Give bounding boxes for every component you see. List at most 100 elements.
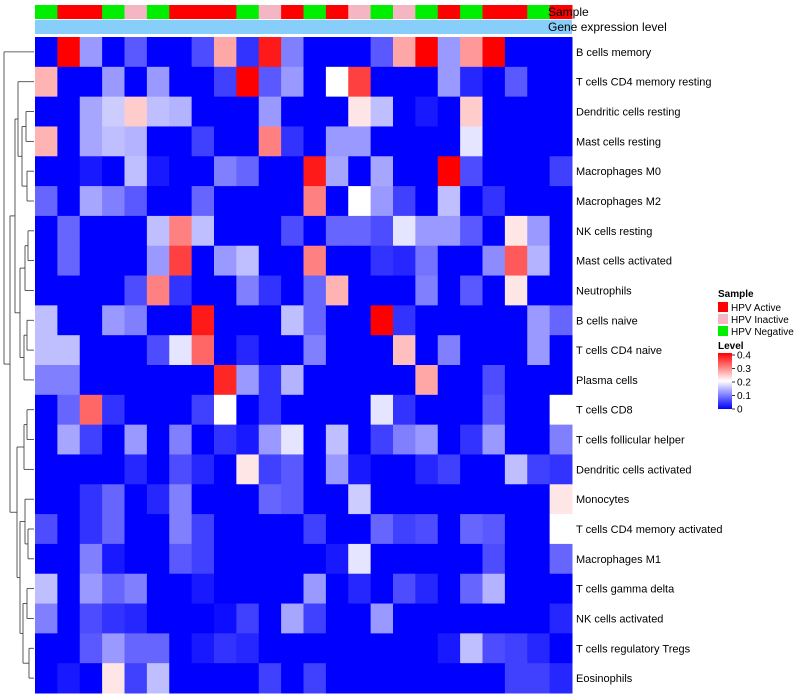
heatmap-cell	[35, 543, 58, 575]
heatmap-cell	[482, 275, 506, 306]
heatmap-cell	[146, 454, 170, 485]
heatmap-cell	[549, 484, 573, 515]
heatmap-cell	[303, 335, 327, 366]
heatmap-cell	[460, 275, 483, 306]
heatmap-cell	[169, 186, 193, 217]
heatmap-cell	[146, 156, 170, 187]
sample-annotation-cell	[191, 5, 215, 19]
heatmap-cell	[393, 484, 416, 515]
heatmap-cell	[504, 394, 528, 426]
heatmap-cell	[258, 215, 282, 247]
heatmap-cell	[102, 156, 125, 187]
heatmap-cell	[393, 573, 416, 605]
heatmap-cell	[348, 126, 372, 157]
heatmap-cell	[102, 663, 125, 694]
heatmap-cell	[79, 215, 103, 247]
heatmap-cell	[527, 365, 551, 396]
heatmap-cell	[527, 305, 551, 336]
row-label: Mast cells resting	[576, 136, 661, 148]
heatmap-cell	[191, 484, 215, 515]
row-label: T cells CD4 memory resting	[576, 77, 712, 89]
heatmap-cell	[79, 335, 103, 366]
heatmap-cell	[258, 543, 282, 575]
heatmap-cell	[124, 335, 148, 366]
heatmap-cell	[527, 156, 551, 187]
heatmap-cell	[437, 335, 461, 366]
heatmap-cell	[504, 454, 528, 485]
heatmap-cell	[437, 603, 461, 634]
heatmap-cell	[102, 66, 125, 98]
heatmap-cell	[460, 245, 483, 277]
heatmap-cell	[415, 126, 439, 157]
heatmap-cell	[57, 335, 81, 366]
heatmap-cell	[57, 603, 81, 634]
heatmap-cell	[236, 484, 260, 515]
heatmap-cell	[214, 37, 237, 68]
heatmap-cell	[504, 96, 528, 127]
heatmap-cell	[79, 305, 103, 336]
heatmap-cell	[124, 215, 148, 247]
heatmap-cell	[393, 186, 416, 217]
heatmap-cell	[348, 96, 372, 127]
heatmap-cell	[214, 305, 237, 336]
heatmap-cell	[169, 365, 193, 396]
heatmap-cell	[57, 633, 81, 664]
heatmap-cell	[393, 215, 416, 247]
heatmap-cell	[325, 663, 349, 694]
heatmap-cell	[482, 603, 506, 634]
heatmap-cell	[146, 573, 170, 605]
heatmap-cell	[437, 633, 461, 664]
heatmap-cell	[236, 394, 260, 426]
heatmap-cell	[102, 543, 125, 575]
heatmap-cell	[325, 37, 349, 68]
row-dendrogram	[3, 51, 34, 679]
heatmap-cell	[191, 66, 215, 98]
heatmap-cell	[102, 484, 125, 515]
heatmap-cell	[348, 156, 372, 187]
heatmap-cell	[57, 394, 81, 426]
heatmap-cell	[460, 365, 483, 396]
heatmap-cell	[415, 96, 439, 127]
heatmap-cell	[57, 215, 81, 247]
heatmap-cell	[236, 186, 260, 217]
heatmap-cell	[258, 663, 282, 694]
heatmap-cell	[482, 335, 506, 366]
heatmap-cell	[191, 573, 215, 605]
heatmap-cell	[57, 454, 81, 485]
heatmap-cell	[57, 126, 81, 157]
heatmap-cell	[527, 245, 551, 277]
heatmap-cell	[482, 514, 506, 545]
heatmap-cell	[124, 126, 148, 157]
heatmap-cell	[527, 603, 551, 634]
heatmap-cell	[57, 96, 81, 127]
heatmap-cell	[57, 543, 81, 575]
heatmap-cell	[57, 514, 81, 545]
heatmap-cell	[35, 514, 58, 545]
heatmap-cell	[549, 215, 573, 247]
heatmap-cell	[258, 156, 282, 187]
heatmap-cell	[460, 305, 483, 336]
heatmap-cell	[504, 335, 528, 366]
sample-annotation-cell	[35, 5, 58, 19]
heatmap-cell	[527, 484, 551, 515]
heatmap-cell	[325, 514, 349, 545]
sample-annotation-cell	[102, 5, 125, 19]
heatmap-cell	[393, 305, 416, 336]
heatmap-cell	[258, 275, 282, 306]
heatmap-cell	[437, 37, 461, 68]
heatmap-cell	[281, 633, 304, 664]
heatmap-cell	[146, 335, 170, 366]
heatmap-cell	[35, 573, 58, 605]
heatmap-cell	[460, 514, 483, 545]
heatmap-cell	[79, 514, 103, 545]
heatmap-cell	[482, 573, 506, 605]
heatmap-cell	[482, 394, 506, 426]
heatmap-cell	[281, 37, 304, 68]
heatmap-cell	[236, 126, 260, 157]
heatmap-cell	[124, 275, 148, 306]
heatmap-cell	[415, 514, 439, 545]
heatmap-cell	[169, 424, 193, 455]
heatmap-cell	[348, 394, 372, 426]
heatmap-cell	[258, 514, 282, 545]
heatmap-cell	[303, 126, 327, 157]
